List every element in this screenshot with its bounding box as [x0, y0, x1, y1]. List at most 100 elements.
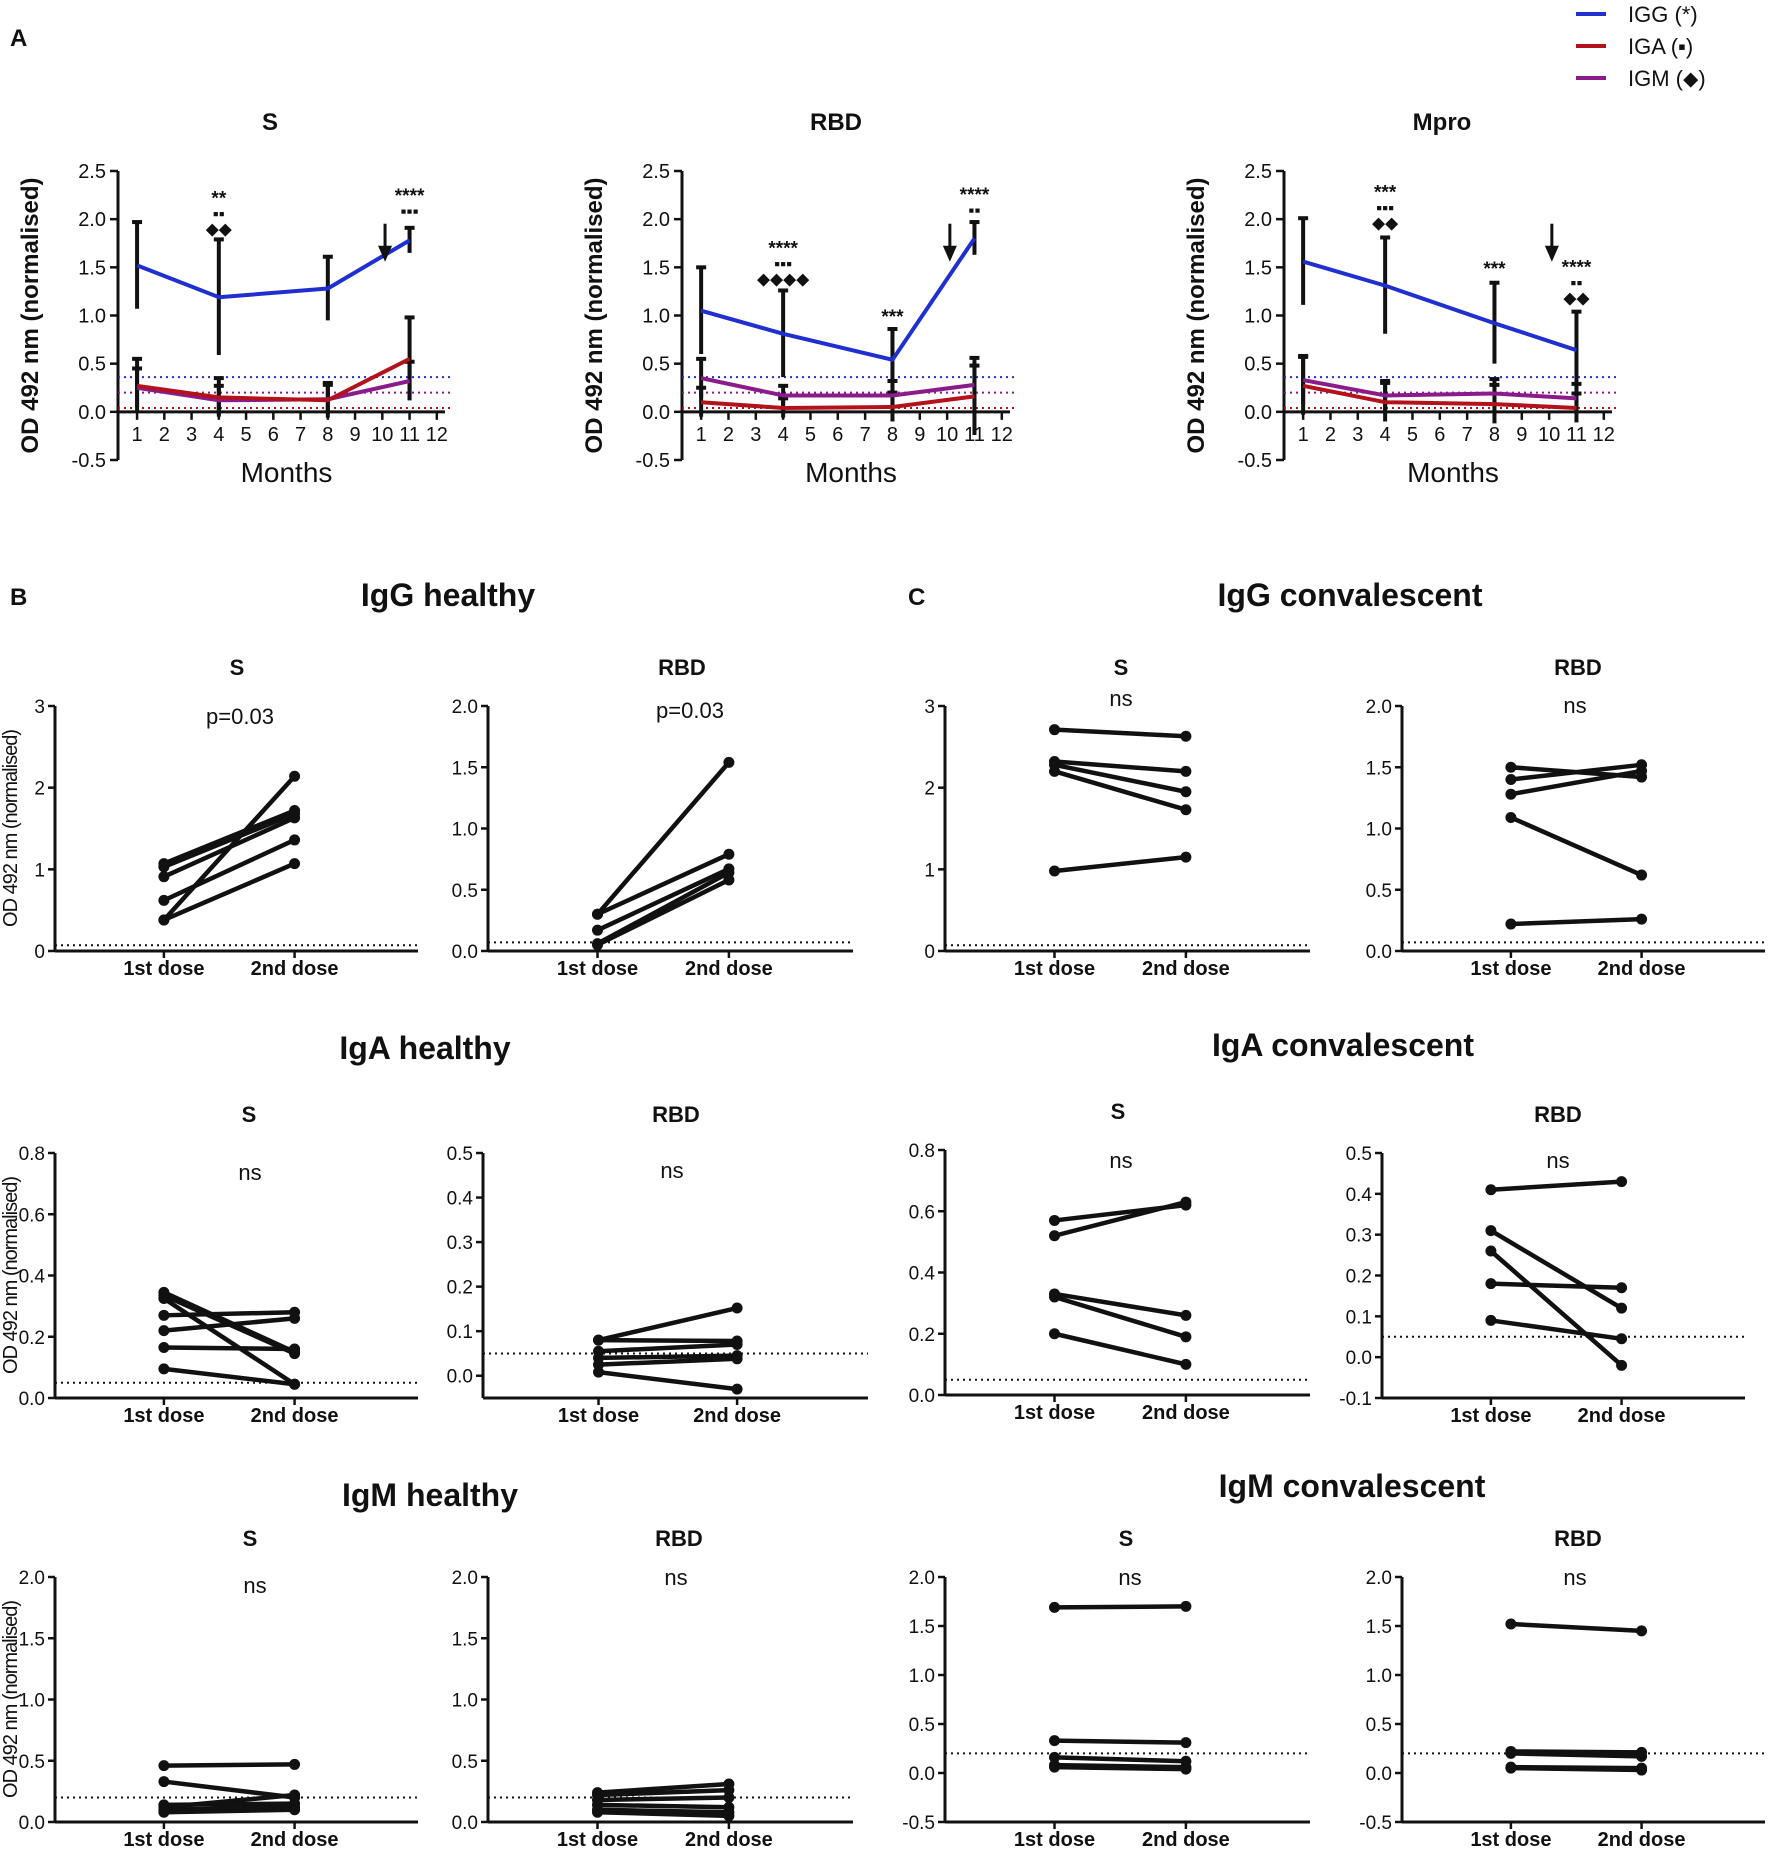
b-igm-rbd-x-tick-label: 1st dose	[557, 1829, 638, 1851]
c-iga-rbd-title: RBD	[1534, 1102, 1582, 1127]
c-igg-rbd-y-tick-label: 0.0	[1366, 942, 1392, 963]
b-iga-rbd-chart: RBD ns 0.0 0.1 0.2 0.3 0.4 0.5 1st dose 2nd dose	[447, 1102, 868, 1427]
b-iga-rbd-point-2nd-dose	[731, 1339, 743, 1351]
c-igg-s-point-1st-dose	[1049, 765, 1060, 777]
c-igg-rbd-point-1st-dose	[1505, 811, 1517, 823]
b-igm-s-point-1st-dose	[158, 1760, 170, 1772]
b-iga-s-title: S	[242, 1102, 257, 1127]
b-igm-s-y-tick-label: 0.5	[19, 1752, 45, 1773]
b-igg-rbd-title: RBD	[658, 655, 706, 680]
c-igg-s-y-tick-label: 1	[924, 860, 935, 881]
b-igg-rbd-subject-pair	[592, 863, 735, 936]
c-igm-s-x-tick-label: 2nd dose	[1142, 1829, 1230, 1851]
b-igg-s-point-2nd-dose	[289, 834, 301, 846]
c-iga-rbd-y-tick-label: -0.1	[1339, 1389, 1372, 1410]
b-igm-s-pair-line	[163, 1762, 295, 1768]
b-igg-s-point-1st-dose	[158, 914, 170, 926]
a-mpro-chart: Mpro-0.50.00.51.01.52.02.51 2 3 4 5 6 7 8 9 10 11 1…	[1183, 109, 1620, 488]
c-iga-s-y-tick-label: 0.6	[909, 1202, 935, 1223]
b-iga-s-y-axis-title: OD 492 nm (normalised)	[0, 1177, 22, 1374]
c-igm-rbd-subject-pair	[1505, 1747, 1648, 1762]
c-igg-s-point-1st-dose	[1049, 865, 1060, 877]
a-mpro-x-tick-label: 6	[1434, 424, 1445, 446]
b-igm-s-subject-pair	[158, 1789, 301, 1813]
a-rbd-y-tick-label: 0.5	[642, 354, 670, 376]
c-igm-rbd-subject-pair	[1505, 1762, 1648, 1776]
c-iga-rbd-subject-pair	[1485, 1176, 1628, 1196]
c-igg-s-subject-pair	[1049, 724, 1192, 742]
a-s-x-tick-label: 3	[186, 424, 197, 446]
b-igm-rbd-point-1st-dose	[592, 1806, 603, 1818]
c-igm-s-y-tick-label: 2.0	[909, 1568, 935, 1589]
c-igg-rbd-point-2nd-dose	[1636, 765, 1648, 777]
c-igg-s-x-tick-label: 1st dose	[1014, 958, 1095, 980]
b-igg-s-point-2nd-dose	[289, 770, 301, 782]
a-mpro-y-tick-label: 2.0	[1244, 209, 1272, 231]
b-iga-rbd-y-tick-label: 0.5	[447, 1144, 473, 1165]
b-igm-s-subject-pair	[158, 1758, 301, 1772]
a-s-x-axis-title: Months	[241, 457, 333, 488]
a-mpro-y-tick-label: 0.0	[1244, 402, 1272, 424]
a-rbd-x-tick-label: 5	[805, 424, 816, 446]
b-igm-s-y-tick-label: 2.0	[19, 1568, 45, 1589]
b-igg-rbd-pair-line	[595, 760, 731, 916]
a-rbd-title: RBD	[810, 109, 862, 136]
b-iga-rbd-subject-pair	[593, 1366, 743, 1395]
b-igg-rbd-y-tick-label: 0.0	[452, 942, 478, 963]
a-mpro-x-tick-label: 9	[1516, 424, 1527, 446]
b-iga-s-pair-line	[163, 1310, 295, 1318]
c-igg-s-point-2nd-dose	[1180, 851, 1192, 863]
c-igg-s-stat-label: ns	[1109, 686, 1132, 711]
c-igg-s-pair-line	[1054, 727, 1187, 739]
b-igg-s-y-tick-label: 3	[34, 697, 45, 718]
b-iga-s-stat-label: ns	[238, 1160, 261, 1185]
a-s-y-tick-label: 2.0	[78, 209, 106, 231]
c-igm-s-subject-pair	[1049, 1735, 1192, 1749]
b-igm-s-x-tick-label: 2nd dose	[251, 1829, 339, 1851]
b-igg-rbd-subject-pair	[592, 756, 735, 920]
c-igm-rbd-stat-label: ns	[1563, 1565, 1586, 1590]
b-iga-rbd-y-tick-label: 0.2	[447, 1278, 473, 1299]
b-igg-rbd-y-tick-label: 2.0	[452, 697, 478, 718]
group-title-igm-convalescent: IgM convalescent	[1219, 1468, 1486, 1504]
c-igm-s-subject-pair	[1049, 1761, 1192, 1775]
c-igm-s-point-1st-dose	[1049, 1761, 1060, 1773]
c-iga-s-subject-pair	[1049, 1199, 1192, 1226]
c-igm-rbd-point-1st-dose	[1505, 1618, 1517, 1630]
c-igm-s-pair-line	[1054, 1738, 1186, 1745]
a-rbd-x-tick-label: 3	[750, 424, 761, 446]
a-rbd-x-axis-title: Months	[805, 457, 897, 488]
a-mpro-title: Mpro	[1413, 109, 1472, 136]
c-iga-rbd-point-1st-dose	[1485, 1225, 1497, 1237]
a-rbd-y-tick-label: 2.0	[642, 209, 670, 231]
b-iga-rbd-pair-line	[598, 1356, 738, 1367]
b-igm-s-point-1st-dose	[158, 1806, 170, 1818]
c-igm-rbd-chart: RBD ns -0.5 0.0 0.5 1.0 1.5 2.0 1st dose 2nd dose	[1359, 1526, 1765, 1851]
a-rbd-arrow-head	[942, 245, 957, 262]
a-rbd-x-tick-label: 7	[860, 424, 871, 446]
c-iga-rbd-y-tick-label: 0.1	[1346, 1307, 1372, 1328]
b-igg-s-y-tick-label: 1	[34, 860, 45, 881]
a-rbd-x-tick-label: 6	[832, 424, 843, 446]
c-iga-s-stat-label: ns	[1109, 1148, 1132, 1173]
c-igg-s-pair-line	[1054, 762, 1187, 794]
a-rbd-significance-marker: ▪▪	[968, 201, 980, 220]
c-igm-s-pair-line	[1054, 1764, 1186, 1772]
b-igg-s-y-tick-label: 0	[34, 942, 45, 963]
a-mpro-significance-marker: ***	[1374, 183, 1397, 204]
a-mpro-y-axis-title: OD 492 nm (normalised)	[1183, 177, 1210, 453]
c-igm-rbd-y-tick-label: 0.5	[1366, 1715, 1392, 1736]
b-igg-rbd-y-tick-label: 1.0	[452, 820, 478, 841]
b-iga-rbd-y-tick-label: 0.3	[447, 1233, 473, 1254]
a-s-x-tick-label: 8	[322, 424, 333, 446]
c-iga-s-point-2nd-dose	[1180, 1196, 1192, 1208]
b-iga-s-y-tick-label: 0.2	[19, 1328, 45, 1349]
c-igm-rbd-subject-pair	[1505, 1618, 1648, 1637]
a-s-title: S	[262, 109, 278, 136]
legend: IGG (*) IGA (▪) IGM (⬥)	[1576, 2, 1706, 91]
c-igg-s-y-tick-label: 3	[924, 697, 935, 718]
a-rbd-chart: RBD-0.50.00.51.01.52.02.5123456789101112…	[581, 109, 1018, 488]
a-mpro-x-tick-label: 7	[1462, 424, 1473, 446]
a-s-x-tick-label: 6	[268, 424, 279, 446]
b-iga-s-subject-pair	[158, 1363, 301, 1390]
